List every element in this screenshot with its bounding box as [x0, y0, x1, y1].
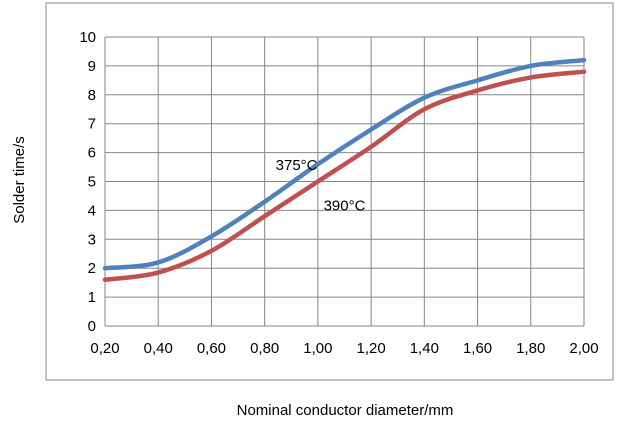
y-tick-label: 9	[88, 58, 96, 75]
y-tick-label: 5	[88, 174, 96, 191]
series-line-375c	[102, 57, 587, 271]
x-tick-label: 0,20	[90, 340, 119, 357]
x-tick-label: 2,00	[569, 340, 598, 357]
y-tick-label: 6	[88, 145, 96, 162]
y-tick-label: 7	[88, 116, 96, 133]
y-tick-label: 3	[88, 231, 96, 248]
x-tick-label: 1,00	[303, 340, 332, 357]
x-tick-label: 0,40	[144, 340, 173, 357]
grid-lines	[104, 36, 585, 327]
y-tick-label: 0	[88, 318, 96, 335]
y-axis-ticks: 0 1 2 3 4 5 6 7 8 9 10	[79, 29, 96, 335]
x-axis-title: Nominal conductor diameter/mm	[237, 402, 454, 419]
series-annotation-label: 390°C	[324, 197, 366, 214]
y-axis-title: Solder time/s	[11, 136, 28, 224]
x-tick-label: 1,40	[410, 340, 439, 357]
x-tick-label: 1,20	[357, 340, 386, 357]
x-axis-ticks: 0,20 0,40 0,60 0,80 1,00 1,20 1,40 1,60 1,80 2,00	[90, 340, 598, 357]
x-tick-label: 1,80	[516, 340, 545, 357]
series-lines	[102, 57, 587, 283]
x-tick-label: 1,60	[463, 340, 492, 357]
series-line-390c	[102, 69, 587, 283]
series-annotation-label: 375°C	[276, 157, 318, 174]
chart-border	[45, 2, 614, 381]
series-annotations: 375°C 390°C	[276, 157, 366, 214]
y-tick-label: 8	[88, 87, 96, 104]
y-tick-label: 1	[88, 289, 96, 306]
x-tick-label: 0,60	[197, 340, 226, 357]
y-tick-label: 2	[88, 260, 96, 277]
x-tick-label: 0,80	[250, 340, 279, 357]
y-tick-label: 4	[88, 202, 96, 219]
y-tick-label: 10	[79, 29, 96, 46]
